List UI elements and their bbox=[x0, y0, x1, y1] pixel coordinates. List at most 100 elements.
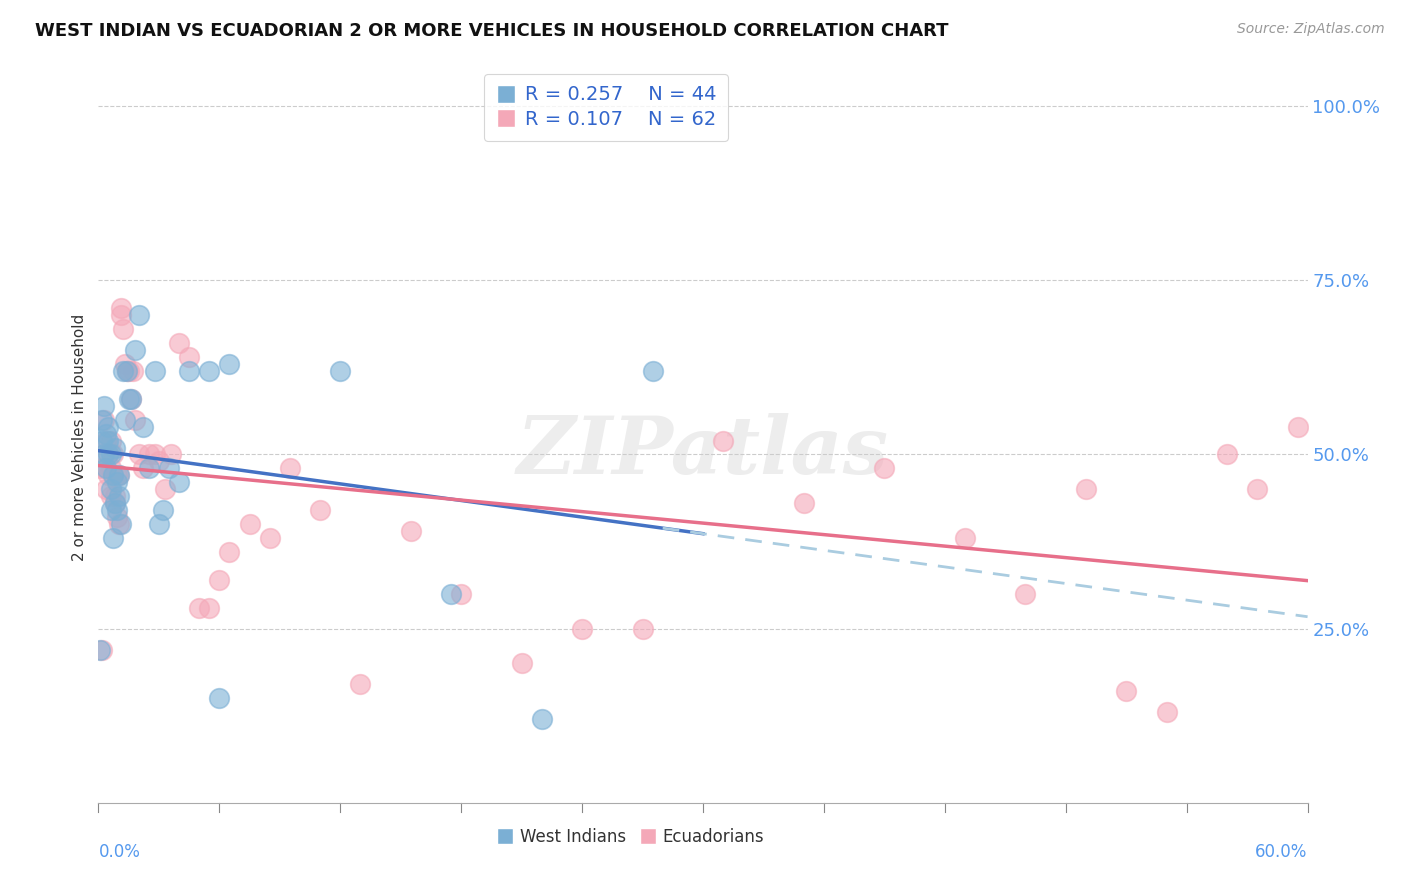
Point bbox=[103, 489, 125, 503]
Point bbox=[105, 503, 128, 517]
Point bbox=[148, 454, 170, 468]
Point bbox=[128, 308, 150, 322]
Point bbox=[110, 308, 132, 322]
Point bbox=[1246, 483, 1268, 497]
Point bbox=[103, 441, 125, 455]
Point bbox=[440, 587, 463, 601]
Point bbox=[91, 642, 114, 657]
Point bbox=[110, 517, 132, 532]
Point bbox=[96, 483, 118, 497]
Point bbox=[107, 489, 129, 503]
Point bbox=[152, 503, 174, 517]
Point bbox=[91, 412, 114, 426]
Point bbox=[115, 364, 138, 378]
Point bbox=[103, 496, 125, 510]
Point bbox=[100, 483, 122, 497]
Point bbox=[96, 461, 118, 475]
Point bbox=[157, 461, 180, 475]
Point bbox=[399, 524, 422, 538]
Point bbox=[124, 412, 146, 426]
Point bbox=[89, 642, 111, 657]
Point bbox=[114, 357, 136, 371]
Point bbox=[114, 412, 136, 426]
Point bbox=[89, 461, 111, 475]
Point bbox=[138, 461, 160, 475]
Point bbox=[111, 322, 134, 336]
Point bbox=[143, 364, 166, 378]
Point bbox=[101, 468, 124, 483]
Point bbox=[631, 622, 654, 636]
Point bbox=[278, 461, 301, 475]
Point bbox=[115, 364, 138, 378]
Point bbox=[111, 364, 134, 378]
Point bbox=[329, 364, 352, 378]
Point bbox=[138, 448, 160, 462]
Point bbox=[188, 600, 211, 615]
Point bbox=[1286, 419, 1309, 434]
Point bbox=[160, 448, 183, 462]
Point bbox=[120, 392, 142, 406]
Point bbox=[143, 448, 166, 462]
Point bbox=[1216, 448, 1239, 462]
Point bbox=[100, 503, 122, 517]
Point bbox=[107, 517, 129, 532]
Point bbox=[1014, 587, 1036, 601]
Point bbox=[218, 357, 240, 371]
Text: 60.0%: 60.0% bbox=[1256, 843, 1308, 861]
Point bbox=[97, 448, 120, 462]
Point bbox=[101, 468, 124, 483]
Point bbox=[179, 364, 201, 378]
Point bbox=[105, 475, 128, 490]
Point bbox=[208, 691, 231, 706]
Point bbox=[198, 364, 221, 378]
Point bbox=[128, 448, 150, 462]
Point bbox=[103, 496, 125, 510]
Point bbox=[118, 364, 141, 378]
Point bbox=[153, 483, 176, 497]
Point bbox=[96, 434, 118, 448]
Point bbox=[571, 622, 593, 636]
Point bbox=[101, 531, 124, 545]
Point bbox=[132, 419, 155, 434]
Point bbox=[218, 545, 240, 559]
Point bbox=[793, 496, 815, 510]
Point bbox=[167, 475, 190, 490]
Point bbox=[118, 392, 141, 406]
Point bbox=[93, 399, 115, 413]
Point bbox=[105, 468, 128, 483]
Point bbox=[107, 468, 129, 483]
Point bbox=[450, 587, 472, 601]
Point bbox=[107, 468, 129, 483]
Point bbox=[97, 419, 120, 434]
Point bbox=[105, 510, 128, 524]
Point bbox=[239, 517, 262, 532]
Point bbox=[91, 434, 114, 448]
Point bbox=[132, 461, 155, 475]
Point bbox=[97, 468, 120, 483]
Point bbox=[167, 336, 190, 351]
Point bbox=[198, 600, 221, 615]
Point bbox=[110, 301, 132, 316]
Point bbox=[100, 448, 122, 462]
Point bbox=[100, 489, 122, 503]
Point bbox=[309, 503, 332, 517]
Point bbox=[873, 461, 896, 475]
Text: Source: ZipAtlas.com: Source: ZipAtlas.com bbox=[1237, 22, 1385, 37]
Point bbox=[93, 448, 115, 462]
Point bbox=[97, 448, 120, 462]
Point bbox=[530, 712, 553, 726]
Point bbox=[208, 573, 231, 587]
Point bbox=[148, 517, 170, 532]
Point bbox=[101, 448, 124, 462]
Text: 0.0%: 0.0% bbox=[98, 843, 141, 861]
Point bbox=[93, 461, 115, 475]
Point bbox=[711, 434, 734, 448]
Point bbox=[124, 343, 146, 357]
Y-axis label: 2 or more Vehicles in Household: 2 or more Vehicles in Household bbox=[72, 313, 87, 561]
Point bbox=[100, 461, 122, 475]
Point bbox=[120, 392, 142, 406]
Legend: West Indians, Ecuadorians: West Indians, Ecuadorians bbox=[489, 822, 770, 853]
Point bbox=[349, 677, 371, 691]
Point bbox=[97, 434, 120, 448]
Point bbox=[259, 531, 281, 545]
